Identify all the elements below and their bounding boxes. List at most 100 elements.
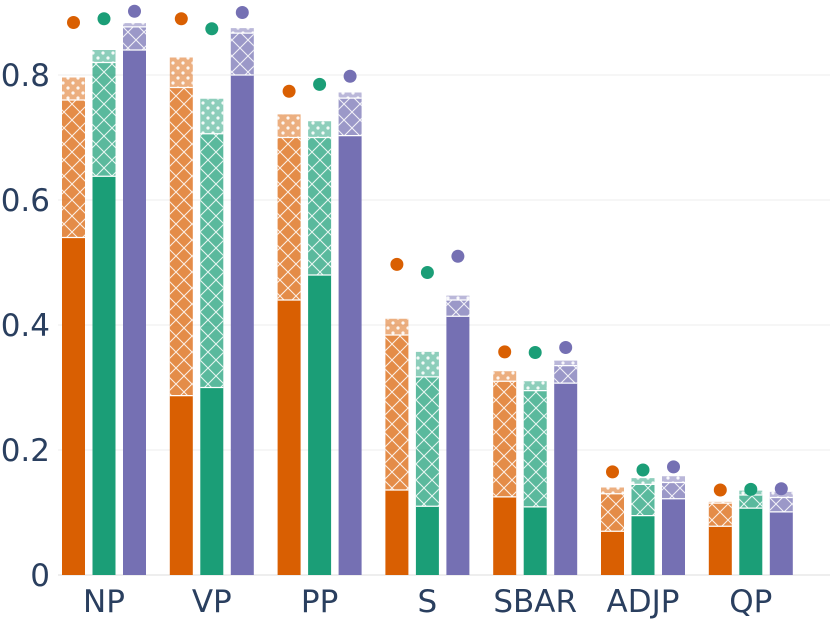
- x-tick-label: PP: [301, 584, 338, 620]
- marker-NP-series-1: [67, 16, 80, 29]
- x-tick-label: S: [418, 584, 438, 620]
- bar-segment-solid: [308, 275, 332, 575]
- bar-segment-dotted-pattern: [338, 92, 362, 99]
- bar-segment-dotted-pattern: [631, 478, 655, 485]
- bar-segment-dotted-pattern: [62, 77, 85, 100]
- marker-PP-series-2: [313, 77, 327, 91]
- markers: [67, 4, 788, 497]
- bar-NP-series-2: [92, 50, 116, 575]
- marker-S-series-2: [420, 266, 434, 279]
- bar-S-series-3: [446, 295, 470, 575]
- marker-VP-series-1: [174, 12, 188, 26]
- x-tick-label: QP: [729, 584, 772, 620]
- bar-segment-crosshatch-pattern: [62, 100, 85, 238]
- bar-segment-dotted-pattern: [200, 98, 224, 134]
- bar-segment-dotted-pattern: [169, 57, 193, 88]
- bar-segment-dotted-pattern: [415, 351, 439, 377]
- bar-segment-crosshatch-pattern: [708, 503, 732, 527]
- bar-QP-series-3: [769, 491, 793, 575]
- marker-SBAR-series-2: [528, 346, 542, 359]
- bar-segment-solid: [62, 237, 85, 575]
- bar-segment-crosshatch-pattern: [523, 390, 547, 507]
- bar-PP-series-2: [308, 121, 332, 575]
- x-tick-label: SBAR: [493, 584, 577, 620]
- bar-segment-dotted-pattern: [662, 476, 685, 483]
- bar-segment-solid: [739, 508, 763, 575]
- bar-SBAR-series-2: [523, 381, 547, 575]
- bar-segment-solid: [601, 531, 624, 575]
- bar-ADJP-series-3: [662, 476, 685, 575]
- bar-segment-dotted-pattern: [601, 487, 624, 494]
- bar-NP-series-3: [123, 23, 146, 575]
- bar-segment-dotted-pattern: [123, 23, 146, 27]
- bar-segment-solid: [277, 300, 301, 575]
- bar-segment-solid: [708, 526, 732, 575]
- bar-segment-crosshatch-pattern: [200, 133, 224, 388]
- y-tick-label: 0.8: [1, 58, 50, 94]
- bar-segment-crosshatch-pattern: [446, 300, 470, 317]
- bar-segment-crosshatch-pattern: [415, 376, 439, 507]
- x-tick-label: VP: [192, 584, 232, 620]
- bar-segment-crosshatch-pattern: [92, 62, 116, 177]
- marker-S-series-3: [451, 249, 465, 263]
- bar-segment-crosshatch-pattern: [601, 493, 624, 532]
- bar-PP-series-1: [277, 114, 301, 575]
- marker-NP-series-2: [97, 12, 111, 26]
- y-tick-label: 0.2: [1, 433, 50, 469]
- bar-segment-crosshatch-pattern: [169, 87, 193, 396]
- marker-QP-series-1: [713, 483, 727, 497]
- bar-segment-solid: [662, 498, 685, 575]
- bar-segment-crosshatch-pattern: [385, 335, 409, 490]
- bar-segment-solid: [415, 506, 439, 575]
- bar-segment-crosshatch-pattern: [554, 365, 578, 384]
- y-tick-label: 0.4: [1, 308, 50, 344]
- bar-segment-dotted-pattern: [554, 360, 578, 366]
- bar-segment-dotted-pattern: [308, 121, 332, 138]
- bar-SBAR-series-1: [493, 371, 517, 575]
- marker-NP-series-3: [128, 4, 141, 18]
- bar-segment-crosshatch-pattern: [277, 137, 301, 300]
- bar-QP-series-2: [739, 490, 763, 575]
- x-tick-label: NP: [83, 584, 125, 620]
- marker-SBAR-series-1: [498, 345, 512, 359]
- bar-VP-series-2: [200, 98, 224, 575]
- bar-segment-crosshatch-pattern: [493, 381, 517, 497]
- bar-VP-series-3: [230, 28, 254, 575]
- marker-VP-series-3: [235, 6, 249, 19]
- y-axis-ticks: 0 0.2 0.4 0.6 0.8: [1, 58, 50, 594]
- bars: [62, 23, 793, 575]
- bar-segment-solid: [493, 496, 517, 575]
- bar-segment-solid: [769, 511, 793, 575]
- marker-PP-series-3: [343, 69, 357, 83]
- x-tick-label: ADJP: [607, 584, 680, 620]
- bar-segment-dotted-pattern: [277, 114, 301, 138]
- bar-segment-dotted-pattern: [385, 318, 409, 335]
- bar-segment-dotted-pattern: [230, 28, 254, 34]
- bar-SBAR-series-3: [554, 360, 578, 575]
- bar-segment-crosshatch-pattern: [662, 482, 685, 499]
- bar-segment-crosshatch-pattern: [631, 484, 655, 516]
- bar-NP-series-1: [62, 77, 85, 575]
- marker-ADJP-series-2: [636, 463, 650, 477]
- marker-QP-series-2: [744, 482, 758, 496]
- y-tick-label: 0.6: [1, 183, 50, 219]
- bar-segment-dotted-pattern: [446, 295, 470, 300]
- bar-VP-series-1: [169, 57, 193, 575]
- bar-segment-solid: [92, 176, 116, 575]
- bar-segment-dotted-pattern: [92, 50, 116, 63]
- bar-segment-solid: [123, 50, 146, 575]
- bar-QP-series-1: [708, 501, 732, 575]
- bar-segment-solid: [230, 75, 254, 575]
- marker-QP-series-3: [774, 482, 788, 496]
- bar-S-series-2: [415, 351, 439, 575]
- y-tick-label: 0: [30, 558, 50, 594]
- marker-S-series-1: [390, 257, 404, 271]
- marker-ADJP-series-3: [667, 460, 680, 474]
- bar-segment-crosshatch-pattern: [739, 495, 763, 509]
- bar-segment-crosshatch-pattern: [308, 137, 332, 275]
- bar-segment-solid: [200, 387, 224, 575]
- bar-segment-crosshatch-pattern: [338, 98, 362, 136]
- x-axis-ticks: NP VP PP S SBAR ADJP QP: [83, 584, 772, 620]
- marker-VP-series-2: [205, 22, 219, 36]
